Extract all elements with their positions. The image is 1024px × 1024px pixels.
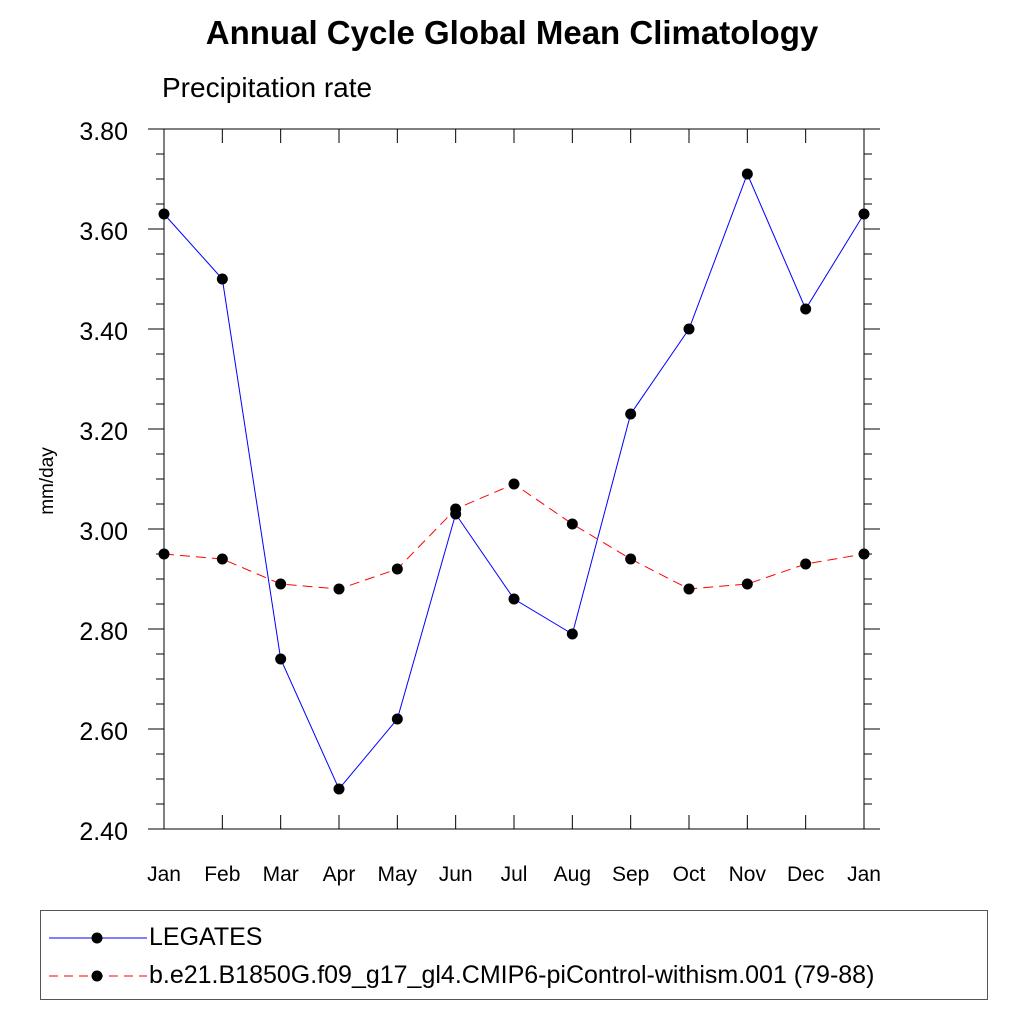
axis-ticks: Jan Feb Mar Apr May Jun Jul Aug Sep Oct Nov Dec Jan 2… [79,118,881,886]
series-0-point [158,208,170,220]
series-1-point [625,553,637,565]
y-tick-label: 2.40 [79,818,128,846]
series-1-point [333,583,345,595]
x-tick-label: Apr [323,863,356,886]
series-1-point [450,503,462,515]
legend-swatch-marker-model [91,970,103,982]
series-1-point [391,563,403,575]
series-line-1 [163,483,865,590]
series-1-point [275,578,287,590]
series-1-point [800,558,812,570]
x-tick-label: Jul [501,863,528,886]
x-tick-label: Feb [204,863,240,886]
legend-label-legates: LEGATES [149,923,263,951]
chart-title: Annual Cycle Global Mean Climatology [205,14,819,51]
series-0-point [275,653,287,665]
x-tick-label: Aug [554,863,591,886]
series-layer [158,168,870,795]
x-tick-label: Dec [787,863,824,886]
series-0-point [683,323,695,335]
series-1-point [858,548,870,560]
series-1-point [158,548,170,560]
series-0-point [333,783,345,795]
series-0-point [858,208,870,220]
series-1-point [508,478,520,490]
x-tick-label: Nov [729,863,767,886]
x-tick-label: Sep [612,863,649,886]
series-0-point [508,593,520,605]
series-1-point [216,553,228,565]
legend-swatch-marker-legates [91,932,103,944]
y-tick-label: 3.60 [79,218,128,246]
y-tick-label: 3.20 [79,418,128,446]
series-1-point [683,583,695,595]
series-0-point [625,408,637,420]
series-1-point [566,518,578,530]
legend-swatches [49,932,147,982]
y-tick-label: 3.40 [79,318,128,346]
series-0-point [800,303,812,315]
x-tick-label: Jan [147,863,181,886]
x-tick-label: Oct [673,863,706,886]
y-tick-label: 2.80 [79,618,128,646]
chart-subtitle: Precipitation rate [162,72,373,103]
x-tick-label: Jun [439,863,473,886]
series-0-point [741,168,753,180]
legend-label-model: b.e21.B1850G.f09_g17_gl4.CMIP6-piControl… [149,961,875,989]
y-tick-label: 3.00 [79,518,128,546]
y-tick-label: 3.80 [79,118,128,146]
series-1-point [741,578,753,590]
x-tick-label: Mar [263,863,299,886]
series-0-point [566,628,578,640]
series-0-point [391,713,403,725]
x-tick-label: Jan [847,863,881,886]
y-tick-label: 2.60 [79,718,128,746]
legend: LEGATES b.e21.B1850G.f09_g17_gl4.CMIP6-p… [40,910,988,1000]
x-tick-label: May [377,863,417,886]
series-0-point [216,273,228,285]
